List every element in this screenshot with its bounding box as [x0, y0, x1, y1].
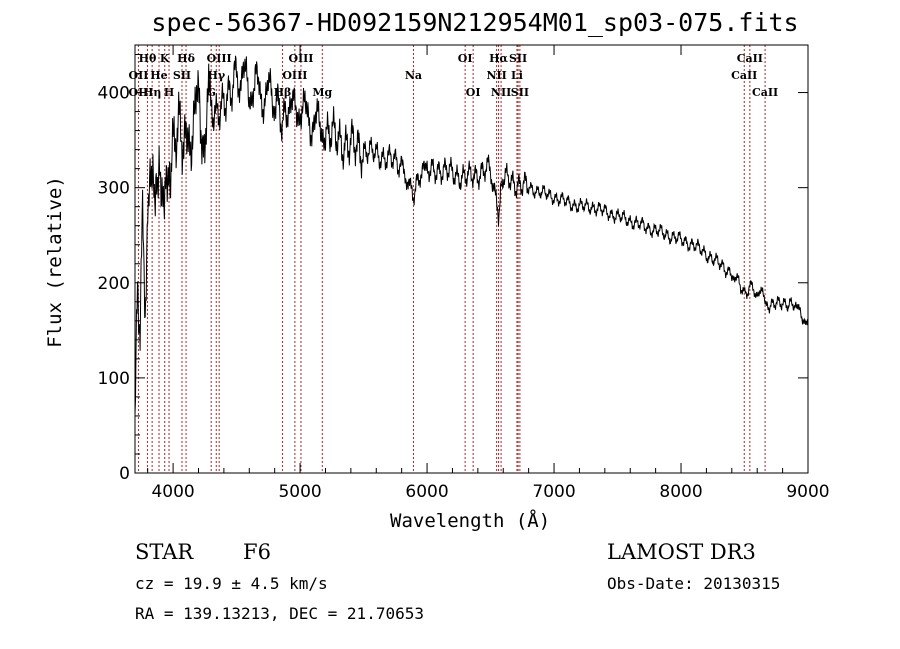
x-tick-label: 8000	[659, 482, 702, 502]
line-label: G	[206, 86, 215, 99]
line-label: CaII	[752, 86, 778, 99]
redshift-velocity: cz = 19.9 ± 4.5 km/s	[135, 574, 328, 593]
line-label: Mg	[312, 86, 332, 99]
line-label: Hα	[489, 52, 508, 65]
line-label: K	[160, 52, 170, 65]
x-axis-label: Wavelength (Å)	[390, 510, 551, 532]
y-tick-label: 300	[98, 179, 130, 199]
x-tick-label: 9000	[786, 482, 829, 502]
plot-frame	[134, 44, 809, 474]
line-label: OI	[466, 86, 481, 99]
line-label: He	[150, 69, 167, 82]
line-label: CaII	[731, 69, 757, 82]
line-label: Na	[405, 69, 422, 82]
line-label: OIII	[288, 52, 313, 65]
y-tick-label: 0	[119, 464, 130, 484]
line-label: OII	[128, 86, 148, 99]
emission-line-markers	[137, 45, 766, 473]
series-spectrum	[134, 55, 809, 415]
line-label: NII	[491, 86, 511, 99]
line-label: OII	[128, 69, 148, 82]
observation-date: Obs-Date: 20130315	[607, 574, 781, 593]
line-label: H	[164, 86, 174, 99]
line-label: SII	[173, 69, 191, 82]
y-tick-label: 400	[98, 84, 130, 104]
x-tick-label: 7000	[532, 482, 575, 502]
line-label: Hθ	[139, 52, 157, 65]
object-class: STAR	[135, 540, 194, 564]
line-label: OIII	[207, 52, 232, 65]
y-tick-label: 100	[98, 369, 130, 389]
x-tick-label: 5000	[278, 482, 321, 502]
line-label: SII	[511, 86, 529, 99]
x-tick-label: 6000	[405, 482, 448, 502]
chart-title: spec-56367-HD092159N212954M01_sp03-075.f…	[151, 8, 799, 37]
x-tick-label: 4000	[151, 482, 194, 502]
line-label: Hδ	[177, 52, 195, 65]
coordinates: RA = 139.13213, DEC = 21.70653	[135, 604, 424, 623]
y-tick-label: 200	[98, 274, 130, 294]
line-label: CaII	[737, 52, 763, 65]
axis-ticks: 4000 5000 6000 7000 8000 9000 0 100 200 300 400	[98, 45, 830, 502]
line-label: Hβ	[274, 86, 292, 99]
object-subclass: F6	[243, 540, 271, 564]
line-label: Hη	[143, 86, 161, 99]
line-label: OIII	[282, 69, 307, 82]
line-label: SII	[509, 52, 527, 65]
line-label: Li	[511, 69, 523, 82]
spectrum-series	[134, 55, 809, 415]
line-label: Hγ	[207, 69, 225, 82]
survey-name: LAMOST DR3	[607, 540, 756, 564]
line-label: OI	[458, 52, 473, 65]
line-label: NII	[486, 69, 506, 82]
